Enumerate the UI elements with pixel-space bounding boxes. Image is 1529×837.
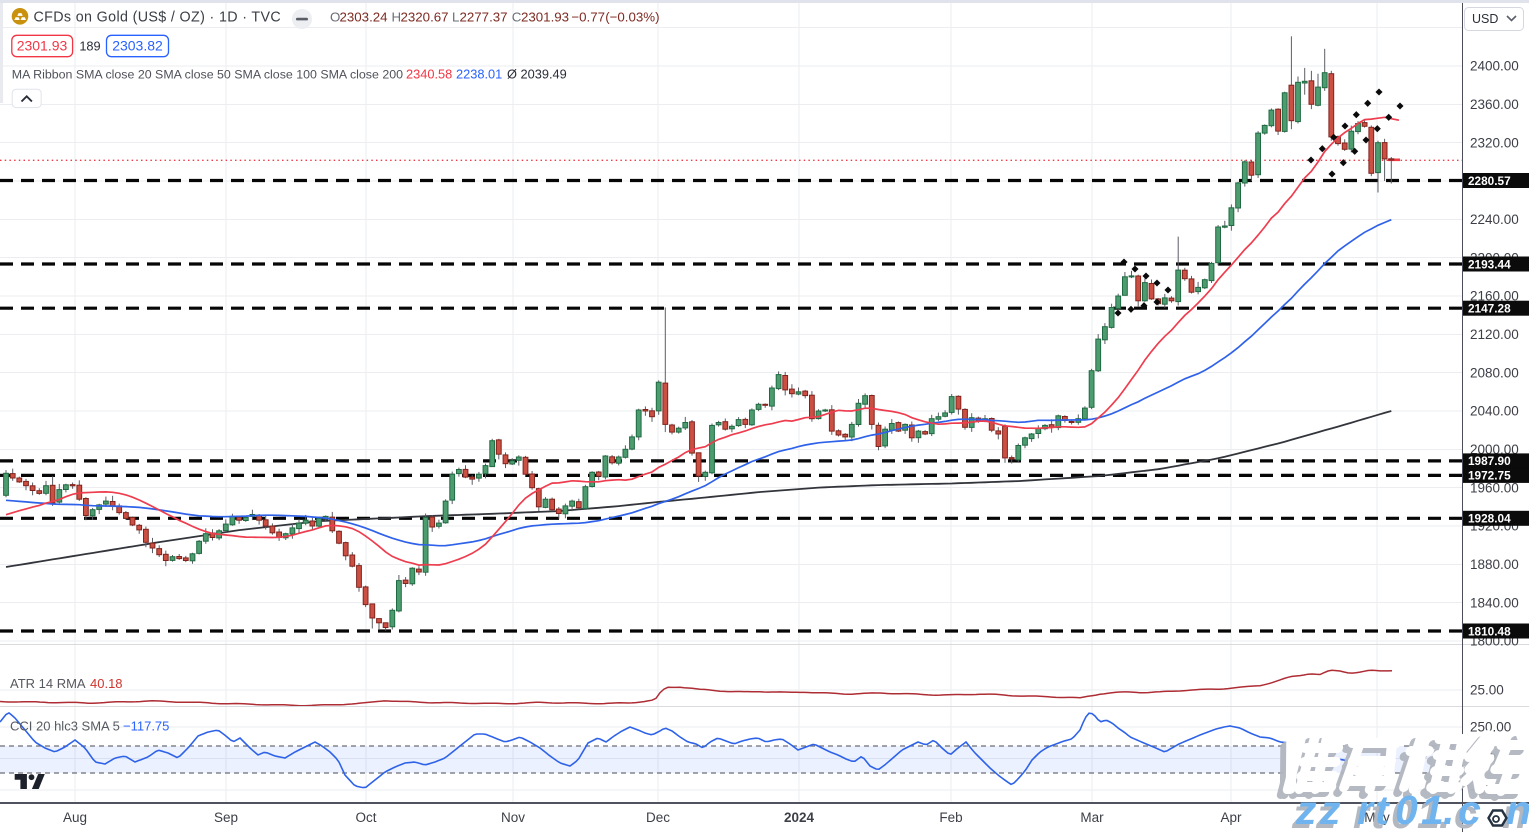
svg-text:L: L xyxy=(452,9,459,24)
svg-text:2024: 2024 xyxy=(784,810,815,825)
svg-text:c: c xyxy=(1458,787,1481,832)
svg-text:n: n xyxy=(1502,791,1527,832)
svg-text:1: 1 xyxy=(1417,791,1440,832)
svg-text:2277.37: 2277.37 xyxy=(460,9,508,24)
svg-text:−117.75: −117.75 xyxy=(123,719,169,734)
svg-text:O: O xyxy=(330,9,340,24)
svg-text:2080.00: 2080.00 xyxy=(1470,365,1519,380)
svg-text:Apr: Apr xyxy=(1220,810,1242,825)
svg-text:2240.00: 2240.00 xyxy=(1470,212,1519,227)
svg-text:Aug: Aug xyxy=(63,810,87,825)
svg-text:1: 1 xyxy=(1421,787,1444,832)
svg-text:z: z xyxy=(1295,787,1317,832)
svg-text:2400.00: 2400.00 xyxy=(1470,59,1519,74)
svg-text:Oct: Oct xyxy=(355,810,376,825)
svg-text:c: c xyxy=(1454,791,1477,832)
svg-text:2340.58: 2340.58 xyxy=(406,67,452,82)
svg-text:2303.24: 2303.24 xyxy=(340,9,388,24)
svg-text:.: . xyxy=(1443,787,1454,832)
svg-text:2147.28: 2147.28 xyxy=(1468,302,1511,316)
svg-text:2238.01: 2238.01 xyxy=(456,67,502,82)
svg-text:25.00: 25.00 xyxy=(1470,683,1504,698)
svg-text:t: t xyxy=(1371,791,1387,832)
svg-text:MA Ribbon SMA close 20 SMA clo: MA Ribbon SMA close 20 SMA close 50 SMA … xyxy=(12,68,403,82)
svg-text:2193.44: 2193.44 xyxy=(1468,257,1511,271)
svg-text:2000.00: 2000.00 xyxy=(1470,442,1519,457)
svg-text:1880.00: 1880.00 xyxy=(1470,557,1519,572)
svg-text:CFDs on Gold (US$ / OZ) · 1D ·: CFDs on Gold (US$ / OZ) · 1D · TVC xyxy=(34,10,282,26)
svg-text:2320.00: 2320.00 xyxy=(1470,135,1519,150)
svg-text:2040.00: 2040.00 xyxy=(1470,404,1519,419)
svg-text:2160.00: 2160.00 xyxy=(1470,289,1519,304)
svg-text:.: . xyxy=(1439,791,1450,832)
svg-text:r: r xyxy=(1353,791,1371,832)
svg-text:(−0.03%): (−0.03%) xyxy=(605,9,659,24)
svg-text:2120.00: 2120.00 xyxy=(1470,327,1519,342)
svg-text:ATR 14 RMA: ATR 14 RMA xyxy=(10,676,86,691)
svg-text:2320.67: 2320.67 xyxy=(401,9,449,24)
svg-text:Feb: Feb xyxy=(939,810,962,825)
svg-text:Mar: Mar xyxy=(1080,810,1104,825)
svg-text:Ø 2039.49: Ø 2039.49 xyxy=(507,67,567,82)
svg-text:2360.00: 2360.00 xyxy=(1470,97,1519,112)
svg-text:0: 0 xyxy=(1391,791,1414,832)
svg-text:Nov: Nov xyxy=(501,810,525,825)
svg-text:0: 0 xyxy=(1395,787,1418,832)
svg-text:Dec: Dec xyxy=(646,810,670,825)
svg-text:1987.90: 1987.90 xyxy=(1468,454,1511,468)
svg-text:May: May xyxy=(1364,810,1390,825)
svg-text:40.18: 40.18 xyxy=(90,676,123,691)
svg-text:2303.82: 2303.82 xyxy=(112,38,163,54)
svg-text:z: z xyxy=(1291,791,1313,832)
svg-text:Sep: Sep xyxy=(214,810,238,825)
svg-text:2280.57: 2280.57 xyxy=(1468,174,1511,188)
svg-text:z: z xyxy=(1315,791,1337,832)
svg-text:1810.48: 1810.48 xyxy=(1468,624,1511,638)
svg-text:2301.93: 2301.93 xyxy=(521,9,569,24)
svg-text:z: z xyxy=(1319,787,1341,832)
svg-text:USD: USD xyxy=(1472,12,1498,26)
svg-text:−0.77: −0.77 xyxy=(571,9,605,24)
svg-text:t: t xyxy=(1375,787,1391,832)
svg-text:CCI 20 hlc3 SMA 5: CCI 20 hlc3 SMA 5 xyxy=(10,719,120,734)
svg-text:2301.93: 2301.93 xyxy=(17,38,68,54)
svg-text:250.00: 250.00 xyxy=(1470,720,1511,735)
svg-text:H: H xyxy=(392,9,402,24)
svg-text:1960.00: 1960.00 xyxy=(1470,480,1519,495)
svg-text:189: 189 xyxy=(79,39,100,54)
svg-text:1972.75: 1972.75 xyxy=(1468,469,1511,483)
svg-text:r: r xyxy=(1357,787,1375,832)
svg-text:1928.04: 1928.04 xyxy=(1468,512,1511,526)
svg-text:1840.00: 1840.00 xyxy=(1470,595,1519,610)
svg-text:n: n xyxy=(1506,787,1529,832)
svg-text:C: C xyxy=(512,9,522,24)
